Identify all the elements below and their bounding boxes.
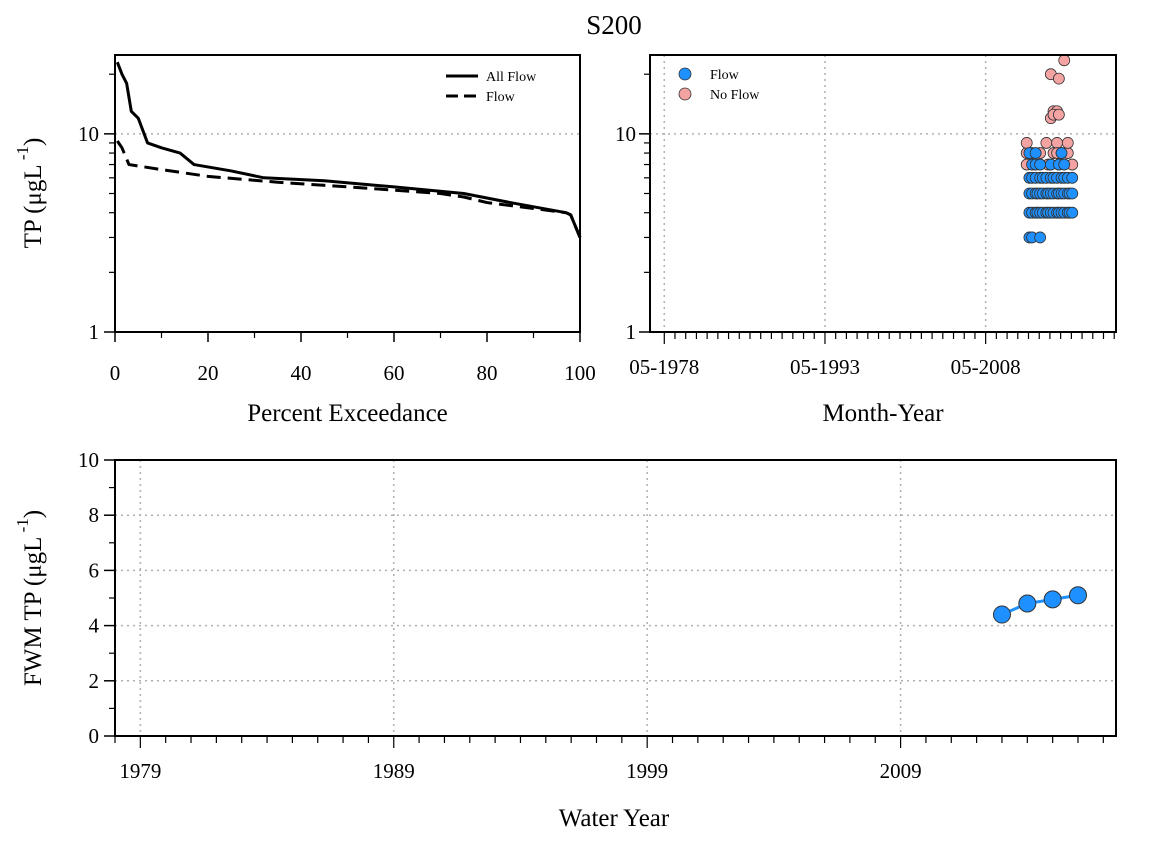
legend-marker [678, 67, 692, 81]
x-tick-label: 05-2008 [951, 355, 1021, 379]
y-axis-unit-exponent: -1 [13, 146, 32, 164]
x-tick-label: 80 [477, 361, 498, 385]
x-tick-label: 20 [198, 361, 219, 385]
x-tick-label: 1979 [119, 759, 161, 783]
plot-frame [114, 459, 1117, 737]
y-tick-label: 0 [89, 724, 100, 748]
plot-frame [649, 54, 1117, 333]
flow-point [1066, 171, 1079, 184]
y-axis-title: TP (μgL -1) [13, 138, 47, 249]
flow-point [1066, 187, 1079, 200]
no-flow-point [1040, 137, 1053, 149]
y-tick-label: 2 [89, 669, 100, 693]
y-tick-label: 10 [78, 122, 99, 146]
legend-marker [678, 87, 692, 101]
legend-label: All Flow [486, 70, 537, 85]
flow-point [1034, 231, 1047, 244]
y-axis-title-close: ) [20, 510, 47, 518]
plot-frame [114, 54, 581, 333]
y-tick-label: 10 [78, 448, 99, 472]
series-line [115, 61, 582, 239]
x-tick-label: 05-1978 [629, 355, 699, 379]
legend-label: No Flow [710, 88, 760, 103]
y-tick-label: 10 [615, 122, 636, 146]
no-flow-point [1058, 54, 1071, 67]
x-tick-label: 2009 [880, 759, 922, 783]
y-tick-label: 4 [89, 614, 100, 638]
y-tick-label: 6 [89, 558, 100, 582]
no-flow-point [1052, 108, 1065, 121]
flow-point [1034, 158, 1047, 171]
data-point [1018, 594, 1037, 613]
x-axis-title: Water Year [559, 805, 670, 832]
no-flow-point [1051, 137, 1063, 149]
flow-point [1066, 206, 1079, 219]
data-point [1068, 586, 1087, 605]
x-tick-label: 05-1993 [790, 355, 860, 379]
x-axis-title: Month-Year [822, 400, 944, 427]
flow-point [1058, 158, 1071, 171]
y-axis-title: FWM TP (μgL -1) [13, 510, 47, 686]
no-flow-point [1061, 137, 1074, 149]
series-line [1001, 593, 1079, 616]
x-tick-label: 40 [291, 361, 312, 385]
y-tick-label: 1 [626, 320, 637, 344]
y-tick-label: 8 [89, 503, 100, 527]
x-tick-label: 100 [564, 361, 596, 385]
data-point [992, 605, 1011, 624]
fwm-panel: 0 2 4 6 8 10 1979 1989 1999 2009 Water Year FWM TP … [13, 448, 1117, 832]
x-tick-label: 1989 [373, 759, 415, 783]
x-tick-label: 0 [110, 361, 121, 385]
figure-title: S200 [586, 10, 642, 40]
series-line [116, 140, 582, 239]
no-flow-point [1052, 72, 1065, 85]
y-tick-label: 1 [89, 320, 100, 344]
x-tick-label: 1999 [626, 759, 668, 783]
timeseries-panel: 1 10 05-1978 05-1993 05-2008 Flow No Flow Month… [615, 54, 1117, 427]
no-flow-point [1020, 137, 1033, 149]
legend-label: Flow [486, 90, 516, 105]
x-axis-title: Percent Exceedance [247, 400, 448, 427]
flow-point [1029, 147, 1042, 159]
flow-point [1055, 147, 1068, 159]
data-point [1043, 590, 1062, 609]
y-axis-unit-exponent: -1 [13, 518, 32, 536]
y-axis-title-close: ) [20, 138, 47, 146]
legend-label: Flow [710, 68, 740, 83]
x-tick-label: 60 [384, 361, 405, 385]
